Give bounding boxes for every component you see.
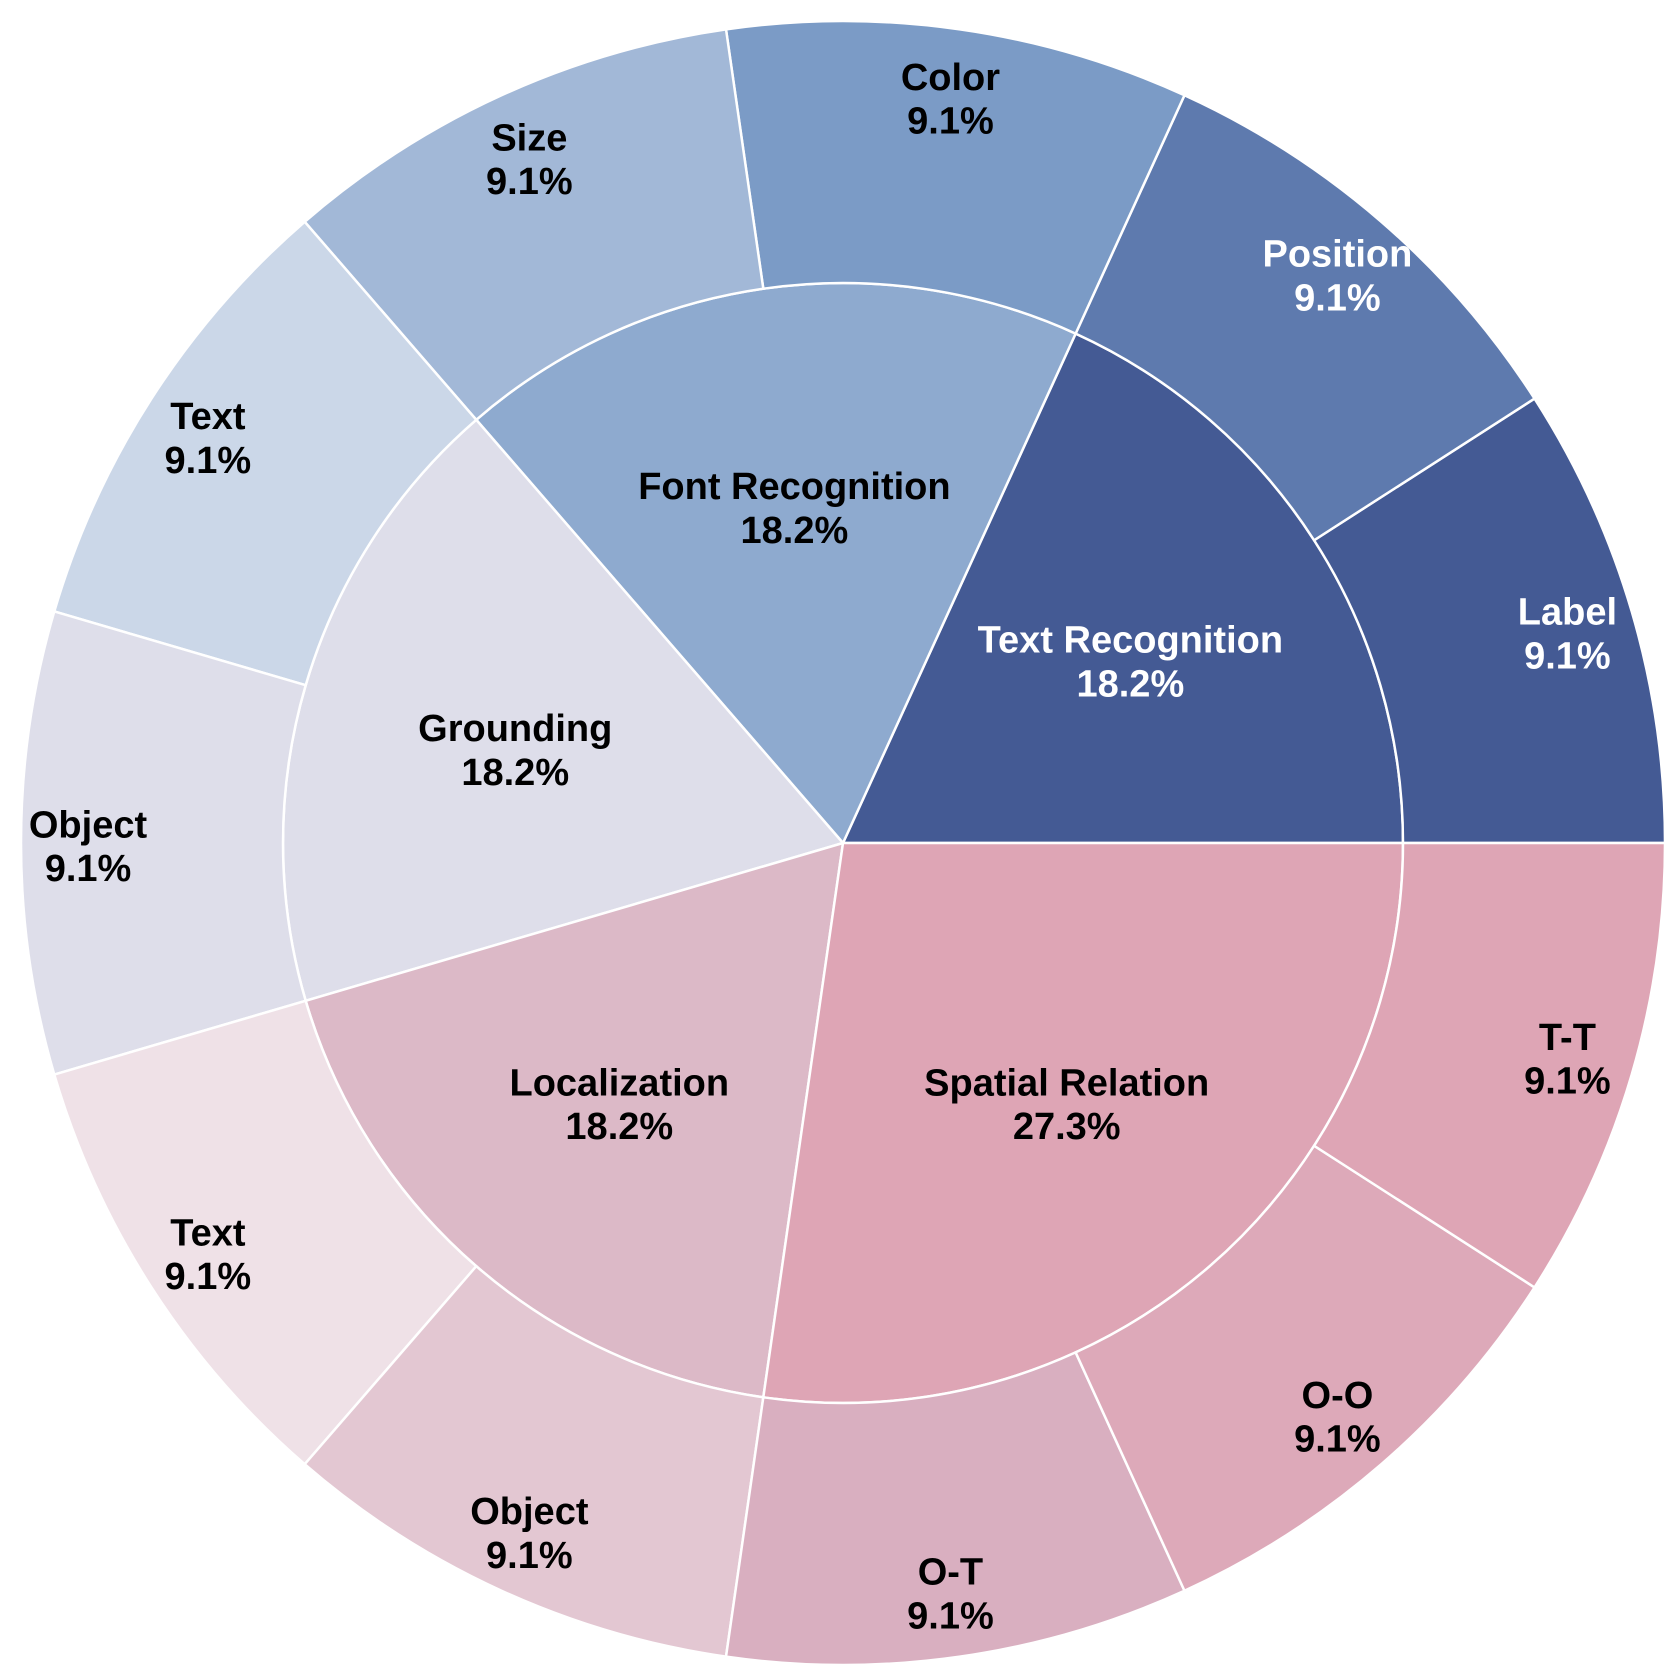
inner-text-recognition-name: Text Recognition	[978, 620, 1283, 662]
outer-grounding-text-percent: 9.1%	[165, 440, 252, 482]
outer-grounding-text-label: Text 9.1%	[165, 396, 252, 482]
inner-font-recognition-name: Font Recognition	[638, 466, 950, 508]
outer-localization-object-name: Object	[470, 1491, 589, 1533]
outer-localization-object-percent: 9.1%	[486, 1535, 573, 1577]
outer-font-recognition-size-label: Size 9.1%	[486, 118, 573, 204]
outer-localization-object-label: Object 9.1%	[470, 1491, 589, 1577]
outer-font-recognition-color-name: Color	[901, 57, 1000, 99]
outer-spatial-relation-t-t-name: T-T	[1539, 1017, 1596, 1059]
wedges-layer	[19, 19, 1667, 1667]
inner-localization-label: Localization 18.2%	[510, 1062, 730, 1148]
outer-grounding-object-label: Object 9.1%	[29, 804, 148, 890]
outer-text-recognition-position-percent: 9.1%	[1294, 277, 1381, 319]
outer-spatial-relation-o-o-label: O-O 9.1%	[1294, 1375, 1381, 1461]
outer-spatial-relation-o-t-percent: 9.1%	[907, 1595, 994, 1637]
labels-layer: Text Recognition 18.2%Font Recognition 18.…	[29, 57, 1617, 1637]
outer-spatial-relation-t-t-percent: 9.1%	[1524, 1061, 1611, 1103]
inner-spatial-relation-percent: 27.3%	[1013, 1106, 1121, 1148]
outer-text-recognition-label-label: Label 9.1%	[1518, 592, 1617, 678]
outer-font-recognition-size-name: Size	[491, 118, 567, 160]
outer-text-recognition-label-percent: 9.1%	[1524, 635, 1611, 677]
inner-grounding-percent: 18.2%	[461, 752, 569, 794]
outer-spatial-relation-o-t-name: O-T	[918, 1552, 983, 1594]
outer-font-recognition-size-percent: 9.1%	[486, 161, 573, 203]
outer-text-recognition-position-label: Position 9.1%	[1262, 234, 1412, 320]
outer-font-recognition-color-label: Color 9.1%	[901, 57, 1000, 143]
inner-font-recognition-label: Font Recognition 18.2%	[638, 466, 950, 552]
inner-font-recognition-percent: 18.2%	[741, 510, 849, 552]
outer-localization-text-percent: 9.1%	[165, 1256, 252, 1298]
outer-spatial-relation-t-t-label: T-T 9.1%	[1524, 1017, 1611, 1103]
inner-spatial-relation-label: Spatial Relation 27.3%	[924, 1062, 1209, 1148]
inner-grounding-label: Grounding 18.2%	[418, 708, 612, 794]
inner-localization-percent: 18.2%	[565, 1106, 673, 1148]
outer-spatial-relation-o-t-label: O-T 9.1%	[907, 1552, 994, 1638]
outer-grounding-object-percent: 9.1%	[45, 848, 132, 890]
outer-spatial-relation-t-t-wedge	[1312, 841, 1667, 1290]
inner-grounding-name: Grounding	[418, 708, 612, 750]
outer-localization-text-name: Text	[170, 1212, 246, 1254]
outer-text-recognition-label-name: Label	[1518, 592, 1617, 634]
inner-text-recognition-percent: 18.2%	[1076, 663, 1184, 705]
inner-spatial-relation-name: Spatial Relation	[924, 1062, 1209, 1104]
outer-grounding-text-name: Text	[170, 396, 246, 438]
outer-spatial-relation-o-o-percent: 9.1%	[1294, 1419, 1381, 1461]
inner-localization-name: Localization	[510, 1062, 730, 1104]
outer-font-recognition-color-percent: 9.1%	[907, 101, 994, 143]
outer-grounding-object-name: Object	[29, 804, 148, 846]
outer-localization-text-label: Text 9.1%	[165, 1212, 252, 1298]
inner-text-recognition-label: Text Recognition 18.2%	[978, 620, 1283, 706]
outer-text-recognition-position-name: Position	[1262, 234, 1412, 276]
outer-spatial-relation-o-o-name: O-O	[1302, 1375, 1374, 1417]
